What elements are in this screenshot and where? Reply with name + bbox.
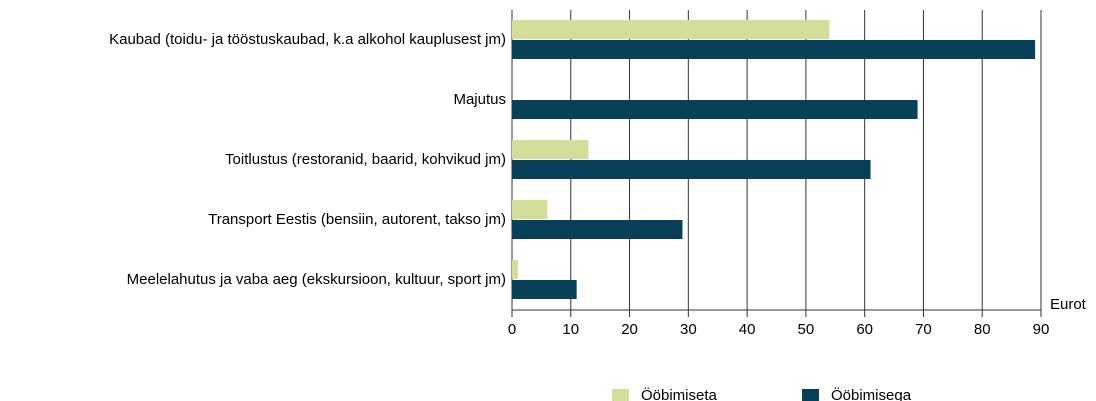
legend-swatch (802, 389, 819, 401)
x-axis-label: Eurot (1050, 296, 1087, 313)
chart: Eurot 0 10 20 30 40 50 60 70 80 90 Kaubad (toidu- … (109, 10, 1087, 338)
bar (512, 200, 548, 219)
bar (512, 100, 918, 119)
x-tick-label: 40 (739, 321, 756, 338)
bar (512, 280, 577, 299)
legend-swatch (612, 389, 629, 401)
y-tick-label: Meelelahutus ja vaba aeg (ekskursioon, k… (127, 271, 506, 288)
legend-item: Ööbimiseta väliskülastajad (612, 388, 771, 401)
y-tick-label: Transport Eestis (bensiin, autorent, tak… (208, 211, 506, 228)
x-tick-label: 20 (621, 321, 638, 338)
legend-label: Ööbimisega väliskülastajad (831, 387, 912, 401)
bar (512, 40, 1036, 59)
bar (512, 20, 830, 39)
x-tick-label: 10 (562, 321, 579, 338)
x-tick-label: 60 (856, 321, 873, 338)
x-tick-label: 90 (1033, 321, 1050, 338)
legend-item: Ööbimisega väliskülastajad (802, 388, 961, 401)
bar (512, 220, 683, 239)
x-tick-label: 50 (798, 321, 815, 338)
legend-label: Ööbimiseta väliskülastajad (641, 387, 717, 401)
x-tick-label: 80 (974, 321, 991, 338)
x-tick-label: 0 (508, 321, 516, 338)
bar (512, 260, 518, 279)
bar (512, 160, 871, 179)
x-tick-label: 70 (915, 321, 932, 338)
y-tick-label: Majutus (453, 91, 506, 108)
y-tick-label: Toitlustus (restoranid, baarid, kohvikud… (225, 151, 506, 168)
y-tick-label: Kaubad (toidu- ja tööstuskaubad, k.a alk… (109, 31, 506, 48)
bar (512, 140, 589, 159)
x-tick-label: 30 (680, 321, 697, 338)
